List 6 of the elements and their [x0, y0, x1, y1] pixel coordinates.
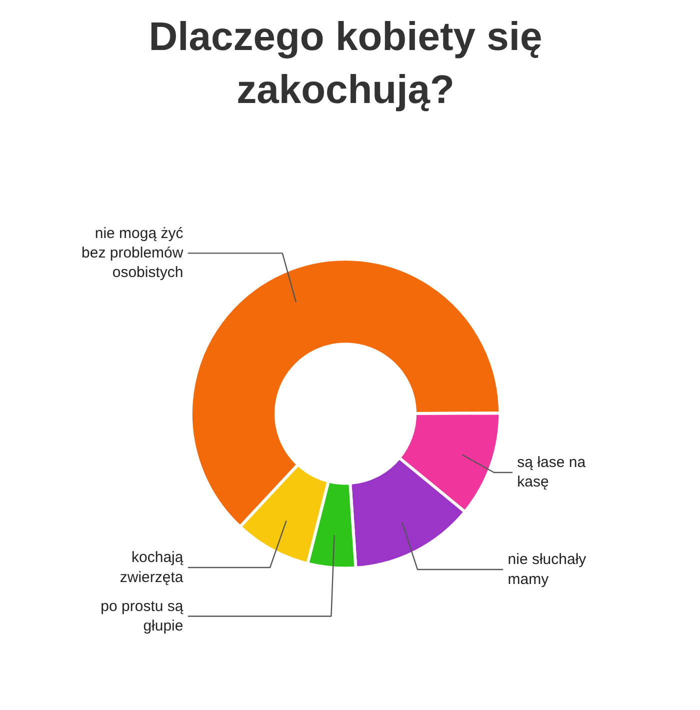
chart-title: Dlaczego kobiety się zakochują? — [148, 14, 542, 112]
slice-label: nie mogą żyć bez problemów osobistych — [82, 225, 184, 282]
slice-label: po prostu są głupie — [100, 598, 184, 635]
slice-label: nie słuchały mamy — [508, 551, 587, 588]
slice-label: są łase na kasę — [517, 454, 586, 491]
slice-label: kochają zwierzęta — [120, 549, 184, 586]
